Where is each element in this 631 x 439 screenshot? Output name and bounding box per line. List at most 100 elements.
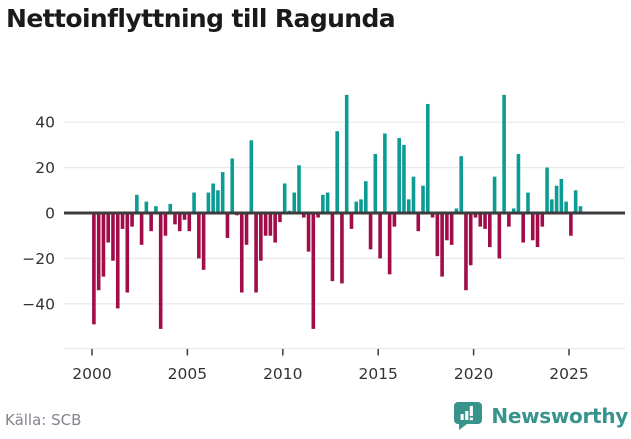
y-tick-label: 0 <box>45 205 55 223</box>
bar-negative <box>449 213 454 245</box>
bar-negative <box>464 213 468 291</box>
bar-negative <box>521 213 525 243</box>
bar-positive <box>344 94 349 213</box>
bar-negative <box>507 213 511 227</box>
bar-chart: 2000 2005 2010 2015 2020 2025 40 20 0 −20 −40 <box>22 94 625 383</box>
bar-negative <box>125 213 130 293</box>
logo-exclamation-bar <box>470 406 474 416</box>
chart-title: Nettoinflyttning till Ragunda <box>6 4 396 33</box>
bar-negative <box>115 213 120 309</box>
bar-negative <box>330 213 335 282</box>
bar-negative <box>111 213 115 261</box>
bar-negative <box>130 213 134 227</box>
y-tick-label: 40 <box>35 114 55 132</box>
bar-positive <box>545 167 549 213</box>
logo-exclamation-dot <box>470 417 474 421</box>
bar-positive <box>550 199 554 213</box>
bar-positive <box>135 194 139 213</box>
bar-negative <box>478 213 483 227</box>
bar-negative <box>569 213 573 236</box>
logo-bar-medium <box>465 411 469 420</box>
bar-negative <box>96 213 101 291</box>
bar-negative <box>301 213 306 218</box>
y-tick-label: −20 <box>22 250 55 268</box>
bar-negative <box>244 213 249 245</box>
bar-negative <box>273 213 277 243</box>
bar-negative <box>445 213 449 241</box>
bar-negative <box>139 213 144 245</box>
bar-positive <box>211 183 215 213</box>
bar-positive <box>292 192 297 213</box>
bar-positive <box>492 176 497 213</box>
bar-negative <box>340 213 344 284</box>
bar-positive <box>406 199 411 213</box>
bar-negative <box>392 213 397 227</box>
bar-negative <box>468 213 473 266</box>
bar-negative <box>497 213 502 259</box>
bar-negative <box>101 213 106 277</box>
bar-positive <box>411 176 416 213</box>
bar-positive <box>144 201 149 213</box>
bar-negative <box>368 213 373 250</box>
x-tick-label: 2025 <box>549 365 588 383</box>
bar-negative <box>106 213 111 243</box>
bar-positive <box>220 172 225 213</box>
bar-positive <box>249 140 254 213</box>
bar-positive <box>297 165 301 213</box>
bar-negative <box>435 213 440 257</box>
bar-negative <box>177 213 182 232</box>
bar-negative <box>149 213 153 232</box>
bar-positive <box>502 94 506 213</box>
bar-positive <box>192 192 196 213</box>
bar-positive <box>559 178 564 213</box>
newsworthy-logo-icon <box>454 402 483 430</box>
bar-negative <box>263 213 268 236</box>
bar-negative <box>278 213 282 223</box>
bar-positive <box>526 192 530 213</box>
bar-negative <box>201 213 206 270</box>
newsworthy-logo[interactable]: Newsworthy <box>453 401 628 430</box>
bar-negative <box>430 213 435 218</box>
bar-negative <box>378 213 382 259</box>
bar-negative <box>225 213 230 238</box>
bar-positive <box>206 192 211 213</box>
x-tick-label: 2020 <box>454 365 493 383</box>
source-label: Källa: SCB <box>5 411 82 429</box>
bar-negative <box>311 213 316 329</box>
bar-negative <box>182 213 187 220</box>
bar-positive <box>426 103 430 213</box>
y-tick-label: 20 <box>35 159 55 177</box>
bar-positive <box>459 156 463 213</box>
brand-name: Newsworthy <box>491 403 628 428</box>
bar-negative <box>540 213 545 227</box>
bar-negative <box>163 213 168 236</box>
bar-negative <box>187 213 192 232</box>
bar-positive <box>511 208 516 213</box>
bar-positive <box>168 203 173 213</box>
bar-negative <box>254 213 258 293</box>
bar-positive <box>564 201 568 213</box>
bar-negative <box>120 213 125 229</box>
bar-positive <box>516 153 521 213</box>
bar-positive <box>216 190 220 213</box>
bar-positive <box>421 185 425 213</box>
bar-positive <box>373 153 378 213</box>
bar-negative <box>158 213 163 329</box>
logo-bar-small <box>460 414 465 420</box>
bar-negative <box>416 213 421 232</box>
x-tick-label: 2015 <box>358 365 397 383</box>
bar-positive <box>325 192 330 213</box>
bar-negative <box>239 213 244 293</box>
bar-positive <box>230 158 235 213</box>
bar-positive <box>573 190 578 213</box>
bar-positive <box>554 185 559 213</box>
bar-positive <box>383 133 387 213</box>
bar-negative <box>349 213 354 229</box>
bar-negative <box>530 213 535 241</box>
bar-negative <box>316 213 320 218</box>
bar-negative <box>306 213 311 252</box>
bar-negative <box>488 213 492 248</box>
bar-positive <box>154 206 158 213</box>
bar-positive <box>335 131 339 213</box>
bar-positive <box>282 183 287 213</box>
